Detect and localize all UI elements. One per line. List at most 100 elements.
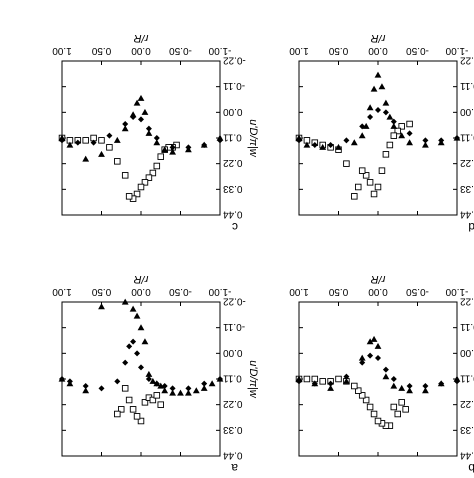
data-point-square bbox=[153, 162, 161, 170]
data-point-square bbox=[398, 123, 405, 130]
data-point-square bbox=[390, 132, 398, 139]
data-point-triangle-down bbox=[157, 382, 165, 389]
panel-d: -1.00 -0.50 0.00 0.50 1.00 -0.22 -0.11 0.00 0.11… bbox=[289, 32, 474, 234]
data-point-diamond bbox=[375, 355, 381, 361]
data-point-square bbox=[121, 385, 129, 392]
data-point-square bbox=[153, 392, 161, 399]
x-tick-label: 0.00 bbox=[131, 286, 151, 297]
plot-frame bbox=[298, 60, 458, 216]
data-point-diamond bbox=[201, 380, 208, 387]
data-point-triangle-down bbox=[82, 387, 90, 394]
data-point-square bbox=[366, 179, 374, 186]
y-tick-label: 0.00 bbox=[460, 106, 474, 117]
data-point-diamond bbox=[66, 378, 73, 385]
panels: -1.00 -0.50 0.00 0.50 1.00 -0.22 -0.11 0.00 0.11… bbox=[52, 32, 474, 475]
data-point-triangle-down bbox=[319, 143, 327, 150]
data-point-diamond bbox=[327, 142, 334, 148]
data-point-diamond bbox=[130, 114, 137, 120]
data-point-diamond bbox=[98, 385, 105, 392]
data-point-triangle-down bbox=[141, 108, 149, 115]
data-point-diamond bbox=[438, 137, 445, 144]
data-point-triangle-down bbox=[343, 377, 350, 384]
data-point-diamond bbox=[359, 123, 366, 130]
data-point-triangle-down bbox=[192, 387, 200, 394]
data-point-diamond bbox=[130, 338, 137, 345]
data-point-diamond bbox=[134, 350, 141, 357]
data-point-diamond bbox=[296, 378, 302, 385]
y-tick-label: 0.44 bbox=[223, 450, 243, 461]
data-point-triangle-down bbox=[145, 370, 153, 377]
y-tick-label: 0.33 bbox=[460, 183, 474, 194]
data-point-square bbox=[98, 137, 105, 144]
data-point-triangle-down bbox=[374, 71, 382, 78]
panel-c: -1.00 -0.50 0.00 0.50 1.00 -0.22 -0.11 0.00 0.11… bbox=[52, 32, 259, 234]
data-point-diamond bbox=[454, 135, 460, 141]
data-point-triangle-down bbox=[137, 94, 145, 101]
y-tick-label: 0.11 bbox=[223, 373, 242, 384]
data-point-diamond bbox=[74, 139, 81, 146]
data-point-triangle-down bbox=[398, 384, 406, 391]
panel-label: c bbox=[232, 220, 238, 234]
data-point-square bbox=[398, 399, 405, 406]
panel-label: a bbox=[231, 461, 238, 475]
data-point-square bbox=[378, 167, 386, 174]
y-tick-label: 0.22 bbox=[223, 398, 243, 409]
data-point-square bbox=[351, 193, 358, 200]
data-point-diamond bbox=[114, 378, 121, 385]
x-axis-label: r/R bbox=[134, 273, 149, 285]
data-point-triangle-down bbox=[327, 384, 334, 391]
data-point-square bbox=[133, 413, 141, 420]
data-point-diamond bbox=[375, 107, 381, 113]
data-point-diamond bbox=[145, 376, 152, 382]
data-point-square bbox=[125, 396, 133, 404]
x-tick-label: 0.00 bbox=[368, 286, 388, 297]
data-point-square bbox=[355, 183, 362, 191]
y-tick-label: 0.44 bbox=[460, 209, 474, 220]
y-tick-label: 0.33 bbox=[223, 183, 243, 194]
data-point-square bbox=[351, 382, 358, 390]
y-tick-label: -0.22 bbox=[460, 55, 474, 66]
data-point-square bbox=[370, 410, 378, 418]
y-tick-label: 0.22 bbox=[460, 157, 474, 168]
y-tick-label: -0.11 bbox=[223, 321, 245, 332]
data-point-diamond bbox=[390, 376, 397, 382]
data-point-triangle-down bbox=[374, 342, 382, 349]
data-point-diamond bbox=[343, 373, 350, 380]
data-point-triangle-down bbox=[98, 303, 105, 310]
data-point-triangle-down bbox=[161, 146, 169, 153]
data-point-diamond bbox=[367, 352, 374, 359]
x-tick-label: 1.00 bbox=[52, 45, 72, 56]
data-point-square bbox=[141, 399, 149, 406]
x-tick-label: -0.50 bbox=[406, 286, 429, 297]
x-tick-label: -0.50 bbox=[169, 45, 192, 56]
data-point-triangle-down bbox=[350, 139, 358, 146]
data-point-square bbox=[145, 174, 153, 181]
data-point-diamond bbox=[90, 139, 97, 146]
data-point-triangle-down bbox=[398, 132, 406, 139]
data-point-square bbox=[358, 167, 366, 174]
data-point-triangle-down bbox=[98, 150, 105, 157]
x-tick-label: -1.00 bbox=[208, 45, 231, 56]
data-point-triangle-down bbox=[161, 387, 169, 394]
x-tick-label: 0.50 bbox=[91, 286, 111, 297]
data-point-triangle-down bbox=[335, 143, 342, 150]
x-axis-label: r/R bbox=[134, 32, 149, 44]
data-point-triangle-down bbox=[378, 83, 386, 90]
x-tick-label: 0.00 bbox=[368, 45, 388, 56]
data-point-triangle-down bbox=[303, 141, 311, 148]
y-tick-label: 0.11 bbox=[223, 132, 242, 143]
data-point-triangle-down bbox=[66, 141, 74, 148]
data-point-square bbox=[125, 193, 133, 200]
data-point-diamond bbox=[185, 385, 192, 392]
y-tick-label: -0.11 bbox=[223, 80, 245, 91]
data-point-square bbox=[335, 375, 342, 383]
data-point-diamond bbox=[126, 343, 133, 350]
data-point-triangle-down bbox=[208, 380, 216, 387]
data-point-diamond bbox=[406, 130, 413, 137]
data-point-diamond bbox=[454, 378, 460, 385]
y-tick-label: 0.22 bbox=[460, 398, 474, 409]
data-point-diamond bbox=[217, 376, 223, 382]
data-point-triangle-down bbox=[370, 335, 378, 342]
data-point-square bbox=[137, 183, 145, 191]
